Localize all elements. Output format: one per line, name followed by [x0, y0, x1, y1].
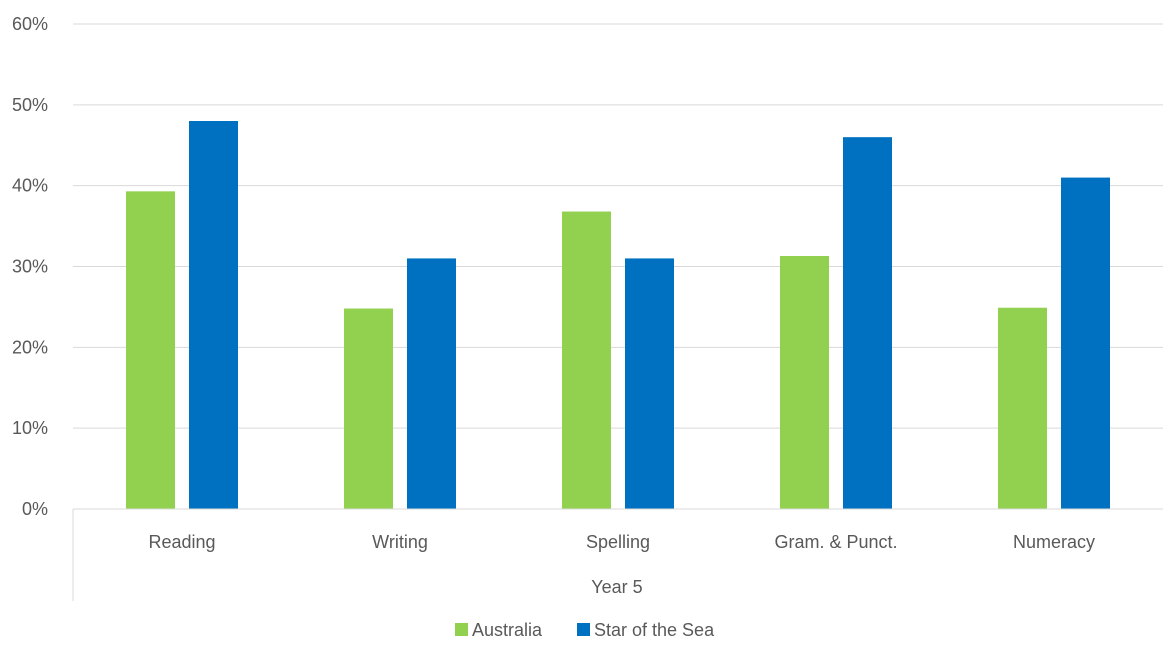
y-tick-label: 20% [12, 337, 48, 357]
y-tick-label: 30% [12, 257, 48, 277]
x-category-label: Numeracy [1013, 532, 1095, 552]
legend: Australia Star of the Sea [455, 620, 715, 640]
y-axis-ticks: 0% 10% 20% 30% 40% 50% 60% [12, 14, 48, 519]
x-category-label: Writing [372, 532, 428, 552]
y-tick-label: 10% [12, 418, 48, 438]
bar-star-of-the-sea [189, 121, 238, 509]
y-tick-label: 50% [12, 95, 48, 115]
legend-item: Australia [455, 620, 543, 640]
legend-swatch [577, 623, 590, 636]
y-tick-label: 0% [22, 499, 48, 519]
x-axis-group-label: Year 5 [591, 577, 642, 597]
legend-label: Star of the Sea [594, 620, 715, 640]
bar-star-of-the-sea [625, 258, 674, 509]
bar-australia [562, 211, 611, 510]
bar-star-of-the-sea [407, 258, 456, 509]
axes [72, 508, 1163, 601]
x-axis-categories: Reading Writing Spelling Gram. & Punct. Nume… [148, 532, 1095, 552]
bar-star-of-the-sea [843, 137, 892, 509]
legend-swatch [455, 623, 468, 636]
bars [126, 121, 1110, 510]
legend-label: Australia [472, 620, 543, 640]
bar-australia [998, 307, 1047, 509]
bar-australia [126, 191, 175, 509]
bar-australia [344, 308, 393, 509]
x-category-label: Reading [148, 532, 215, 552]
x-category-label: Spelling [586, 532, 650, 552]
y-tick-label: 40% [12, 176, 48, 196]
y-tick-label: 60% [12, 14, 48, 34]
bar-star-of-the-sea [1061, 177, 1110, 510]
gridlines [73, 23, 1163, 429]
legend-item: Star of the Sea [577, 620, 715, 640]
x-category-label: Gram. & Punct. [774, 532, 897, 552]
bar-australia [780, 255, 829, 509]
